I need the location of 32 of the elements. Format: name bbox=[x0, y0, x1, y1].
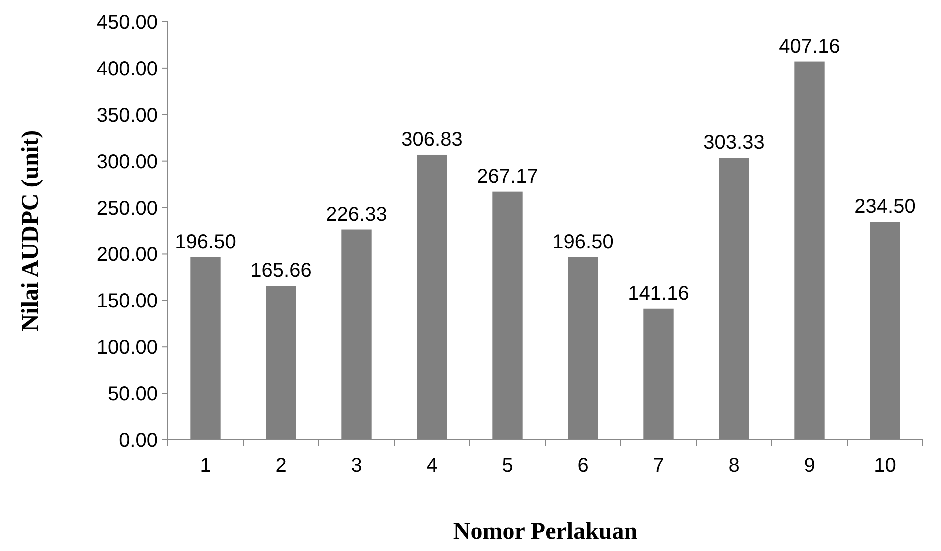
data-label: 165.66 bbox=[250, 260, 312, 282]
y-tick-label: 250.00 bbox=[96, 198, 158, 220]
y-tick-label: 450.00 bbox=[96, 12, 158, 34]
y-tick-label: 300.00 bbox=[96, 151, 158, 174]
x-tick-label: 5 bbox=[502, 455, 514, 477]
y-tick-label: 400.00 bbox=[96, 58, 158, 80]
x-tick-label: 9 bbox=[804, 455, 816, 477]
x-tick-label: 7 bbox=[653, 455, 664, 477]
data-label: 303.33 bbox=[704, 132, 765, 154]
x-tick-label: 4 bbox=[426, 455, 438, 477]
y-tick-label: 0.00 bbox=[119, 430, 158, 452]
data-label: 267.17 bbox=[477, 166, 538, 188]
x-tick-label: 3 bbox=[351, 455, 362, 477]
y-tick-label: 100.00 bbox=[96, 337, 158, 360]
data-label: 306.83 bbox=[402, 128, 463, 151]
data-label: 226.33 bbox=[326, 204, 388, 226]
y-axis-title: Nilai AUDPC (unit) bbox=[18, 130, 44, 332]
x-axis-title: Nomor Perlakuan bbox=[453, 519, 638, 545]
y-tick-label: 200.00 bbox=[96, 244, 158, 266]
x-tick-label: 10 bbox=[874, 455, 896, 477]
x-tick-label: 1 bbox=[200, 455, 212, 477]
data-label: 407.16 bbox=[779, 36, 840, 58]
data-label: 196.50 bbox=[175, 231, 236, 254]
y-tick-label: 50.00 bbox=[108, 384, 158, 406]
x-tick-label: 2 bbox=[276, 455, 287, 477]
y-tick-label: 350.00 bbox=[96, 104, 158, 127]
y-tick-label: 150.00 bbox=[96, 290, 158, 313]
data-label: 234.50 bbox=[854, 196, 916, 218]
x-tick-label: 6 bbox=[578, 455, 589, 477]
data-label: 196.50 bbox=[552, 231, 614, 254]
data-label: 141.16 bbox=[628, 282, 690, 305]
x-tick-label: 8 bbox=[728, 455, 740, 477]
